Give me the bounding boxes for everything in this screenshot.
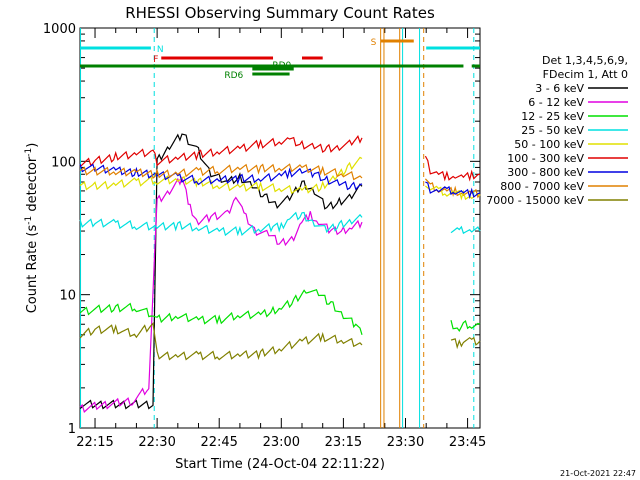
legend-entry: 7000 - 15000 keV (486, 194, 584, 207)
series-line (79, 322, 363, 361)
x-tick-label: 23:00 (263, 435, 300, 450)
x-tick-label: 22:30 (138, 435, 175, 450)
flag-label: RD0 (272, 61, 291, 71)
legend-header: FDecim 1, Att 0 (543, 68, 628, 81)
legend-entry: 12 - 25 keV (521, 110, 584, 123)
flag-label: RD6 (224, 71, 243, 81)
legend-entry: 50 - 100 keV (514, 138, 584, 151)
plot-frame (79, 27, 481, 429)
legend-entry: 6 - 12 keV (528, 96, 584, 109)
y-tick-label: 1000 (43, 22, 76, 37)
x-tick-label: 22:15 (76, 435, 113, 450)
plot-area: 1 10 100 1000 22:15 22:30 22:45 23:00 23:15 23:30… (43, 22, 486, 450)
series-line (79, 288, 363, 335)
legend-entry: 25 - 50 keV (521, 124, 584, 137)
x-tick-label: 23:15 (325, 435, 362, 450)
series-line (450, 225, 481, 235)
x-tick-label: 23:30 (387, 435, 424, 450)
legend-entry: 100 - 300 keV (507, 152, 584, 165)
legend-header: Det 1,3,4,5,6,9, (542, 54, 628, 67)
series-line (79, 163, 363, 191)
legend-entry: 3 - 6 keV (535, 82, 584, 95)
series-line (425, 185, 481, 201)
flag-label: F (153, 55, 158, 65)
series-line (79, 176, 363, 413)
flag-label: N (157, 45, 164, 55)
series-line (425, 181, 481, 200)
x-tick-label: 23:45 (449, 435, 486, 450)
y-tick-label: 100 (51, 155, 76, 170)
series-line (79, 163, 363, 181)
x-tick-label: 22:45 (200, 435, 237, 450)
series-line (79, 133, 363, 410)
x-axis-label: Start Time (24-Oct-04 22:11:22) (175, 457, 385, 472)
series-line (424, 155, 481, 182)
series-line (450, 336, 481, 350)
series-line (79, 156, 363, 195)
legend-entry: 800 - 7000 keV (500, 180, 584, 193)
y-tick-label: 1 (68, 422, 76, 437)
series-line (79, 135, 363, 168)
timestamp: 21-Oct-2021 22:47 (560, 469, 636, 478)
series-line (450, 319, 481, 333)
chart-title: RHESSI Observing Summary Count Rates (125, 4, 435, 22)
y-axis-label: Count Rate (s-1 detector-1) (24, 143, 40, 314)
y-tick-label: 10 (59, 289, 76, 304)
series-line (79, 211, 363, 237)
legend: Det 1,3,4,5,6,9,FDecim 1, Att 03 - 6 keV… (486, 54, 628, 207)
legend-entry: 300 - 800 keV (507, 166, 584, 179)
flag-label: S (371, 38, 377, 48)
